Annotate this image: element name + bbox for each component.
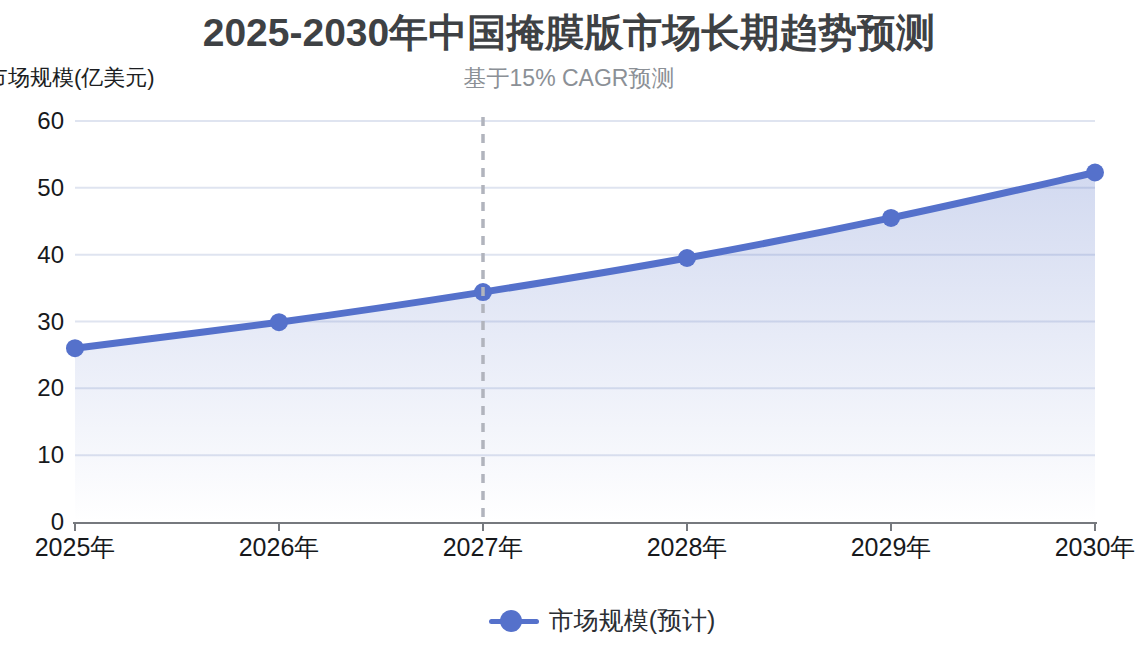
legend-series-label: 市场规模(预计) (549, 604, 716, 637)
legend-line-dot-icon (489, 610, 539, 632)
data-point[interactable] (66, 339, 84, 357)
y-axis-tick-label: 10 (37, 441, 64, 468)
y-axis-tick-label: 60 (37, 107, 64, 134)
y-axis-tick-label: 40 (37, 241, 64, 268)
x-axis-tick-label: 2029年 (851, 533, 932, 561)
y-axis-tick-label: 0 (51, 508, 64, 535)
y-axis-tick-label: 30 (37, 308, 64, 335)
data-point[interactable] (678, 249, 696, 267)
legend-dot-glyph (500, 610, 522, 632)
x-axis-tick-label: 2028年 (647, 533, 728, 561)
y-axis-tick-label: 20 (37, 374, 64, 401)
forecast-chart: 2025-2030年中国掩膜版市场长期趋势预测 基于15% CAGR预测 市场规… (0, 0, 1138, 662)
data-point[interactable] (1086, 164, 1104, 182)
data-point[interactable] (882, 209, 900, 227)
x-axis-tick-label: 2027年 (443, 533, 524, 561)
y-axis-tick-label: 50 (37, 174, 64, 201)
x-axis-tick-label: 2030年 (1055, 533, 1136, 561)
data-point[interactable] (270, 313, 288, 331)
x-axis-tick-label: 2026年 (239, 533, 320, 561)
x-axis-tick-label: 2025年 (35, 533, 116, 561)
legend-item[interactable]: 市场规模(预计) (33, 604, 1138, 637)
plot-area[interactable]: 2025年 2026年 2027年 2028年 2029年 2030年 0 10 20 30 40 5… (0, 0, 1138, 662)
series-area-fill (75, 173, 1095, 523)
